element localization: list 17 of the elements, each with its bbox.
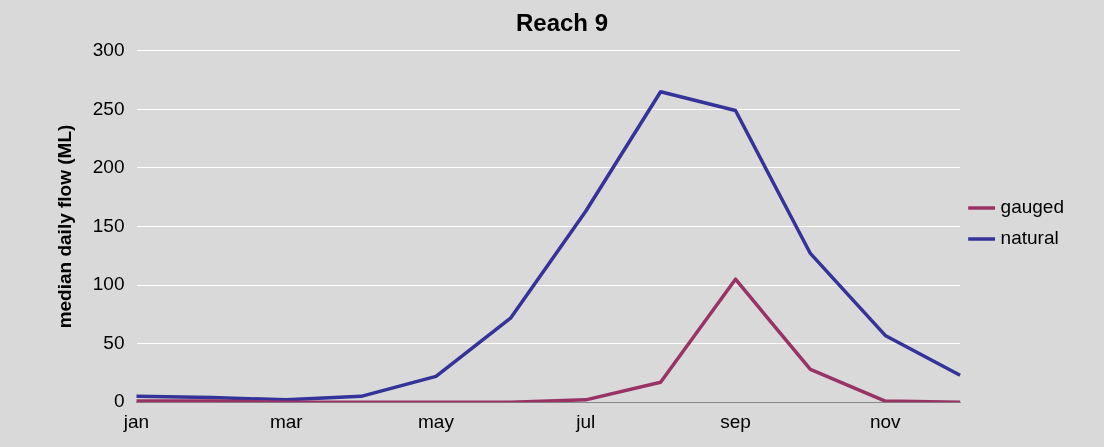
x-tick-label: sep	[720, 410, 751, 432]
y-tick-label: 200	[92, 156, 125, 178]
x-tick-label: nov	[869, 410, 902, 432]
legend-label: gauged	[1000, 196, 1064, 218]
y-tick-label: 100	[92, 273, 125, 295]
x-tick-label: jan	[122, 410, 150, 432]
y-axis-title: median daily flow (ML)	[53, 124, 75, 329]
x-tick-label: jul	[575, 410, 596, 432]
x-tick-label: mar	[269, 410, 304, 432]
chart-title: Reach 9	[515, 9, 609, 37]
y-tick-label: 300	[92, 39, 125, 61]
y-tick-label: 50	[103, 331, 125, 353]
y-tick-label: 0	[113, 390, 125, 412]
x-tick-label: may	[418, 410, 455, 432]
y-tick-label: 150	[92, 214, 125, 236]
y-tick-label: 250	[92, 97, 125, 119]
legend-label: natural	[1000, 227, 1059, 249]
